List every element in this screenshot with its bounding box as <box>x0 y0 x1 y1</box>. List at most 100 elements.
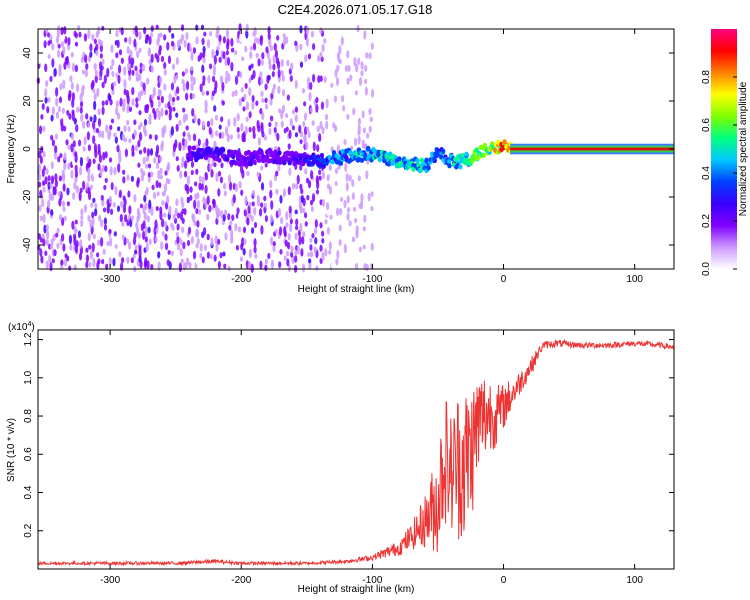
noise-mark <box>41 233 45 239</box>
noise-mark <box>227 118 231 128</box>
noise-mark <box>253 238 257 248</box>
noise-mark <box>288 205 292 214</box>
noise-mark <box>175 198 179 207</box>
noise-mark <box>127 61 131 72</box>
noise-mark <box>206 195 210 206</box>
noise-mark <box>346 206 351 213</box>
noise-mark <box>285 36 289 45</box>
noise-mark <box>189 194 193 201</box>
noise-mark <box>128 106 133 112</box>
noise-mark <box>131 98 135 106</box>
noise-mark <box>199 52 203 60</box>
noise-mark <box>136 177 141 184</box>
noise-mark <box>104 38 108 46</box>
noise-mark <box>168 205 172 216</box>
noise-mark <box>228 181 233 191</box>
noise-mark <box>260 78 264 85</box>
noise-mark <box>289 218 293 225</box>
noise-mark <box>72 159 76 166</box>
noise-mark <box>55 97 59 107</box>
noise-mark <box>184 113 189 121</box>
noise-mark <box>263 134 268 141</box>
signal-mark <box>330 159 335 165</box>
noise-mark <box>281 89 286 97</box>
noise-mark <box>280 120 284 129</box>
noise-mark <box>309 107 313 113</box>
noise-mark <box>296 245 300 255</box>
noise-mark <box>94 75 98 84</box>
colorbar-label: Normalized spectral amplitude <box>738 81 749 216</box>
noise-mark <box>221 81 225 91</box>
noise-mark <box>60 117 64 127</box>
noise-mark <box>77 24 81 31</box>
noise-mark <box>294 225 299 231</box>
noise-mark <box>256 119 260 129</box>
noise-mark <box>156 191 160 197</box>
noise-mark <box>50 193 55 201</box>
noise-mark <box>238 212 242 220</box>
noise-mark <box>285 126 289 132</box>
noise-mark <box>127 126 131 132</box>
noise-mark <box>231 214 235 222</box>
y-tick-label: 1.2 <box>23 332 34 346</box>
noise-mark <box>47 175 51 182</box>
noise-mark <box>97 163 101 171</box>
snr-y-label: SNR (10 * v/v) <box>6 418 17 482</box>
noise-mark <box>248 111 252 119</box>
noise-mark <box>210 168 214 178</box>
noise-mark <box>174 207 178 217</box>
noise-mark <box>369 116 373 123</box>
noise-mark <box>247 261 252 271</box>
noise-mark <box>363 30 367 40</box>
signal-mark <box>447 159 452 165</box>
noise-mark <box>278 261 282 269</box>
noise-mark <box>218 34 222 42</box>
noise-mark <box>257 137 261 146</box>
noise-mark <box>288 129 292 139</box>
noise-mark <box>230 228 234 239</box>
noise-mark <box>223 190 227 197</box>
noise-mark <box>101 164 105 172</box>
noise-mark <box>150 263 154 270</box>
noise-mark <box>127 241 132 250</box>
noise-mark <box>319 51 323 59</box>
noise-mark <box>62 34 66 41</box>
noise-mark <box>51 43 55 51</box>
noise-mark <box>190 160 195 168</box>
signal-mark <box>229 149 235 155</box>
noise-mark <box>264 258 268 266</box>
signal-mark <box>432 156 437 162</box>
noise-mark <box>156 107 160 114</box>
noise-mark <box>213 140 217 148</box>
noise-mark <box>98 130 102 138</box>
noise-mark <box>299 222 303 233</box>
noise-mark <box>128 36 132 45</box>
noise-mark <box>145 242 149 252</box>
noise-mark <box>181 137 186 147</box>
noise-mark <box>261 52 265 60</box>
noise-mark <box>255 100 259 106</box>
noise-mark <box>111 71 115 77</box>
noise-mark <box>79 100 84 108</box>
noise-mark <box>217 238 221 245</box>
noise-mark <box>163 68 167 76</box>
noise-mark <box>38 173 42 181</box>
x-tick-label: 0 <box>501 274 507 285</box>
noise-mark <box>166 195 170 205</box>
noise-mark <box>217 260 222 269</box>
noise-mark <box>260 202 264 208</box>
noise-mark <box>149 32 154 38</box>
noise-mark <box>272 241 276 247</box>
noise-mark <box>300 194 304 203</box>
noise-mark <box>230 37 234 47</box>
noise-mark <box>357 135 361 145</box>
noise-mark <box>167 55 172 65</box>
noise-mark <box>184 68 188 75</box>
noise-mark <box>311 193 316 203</box>
noise-mark <box>250 263 254 273</box>
noise-mark <box>160 95 164 104</box>
noise-mark <box>115 106 119 116</box>
noise-mark <box>56 242 60 250</box>
noise-mark <box>274 49 279 59</box>
